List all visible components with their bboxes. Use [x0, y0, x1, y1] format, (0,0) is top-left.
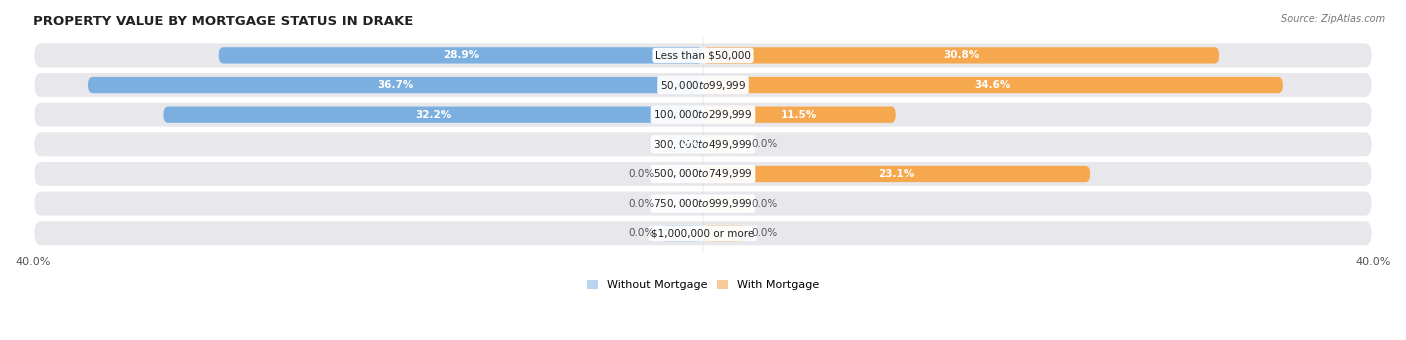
FancyBboxPatch shape: [34, 192, 1372, 216]
Text: 0.0%: 0.0%: [628, 199, 654, 209]
Legend: Without Mortgage, With Mortgage: Without Mortgage, With Mortgage: [582, 275, 824, 295]
Text: 11.5%: 11.5%: [782, 110, 817, 120]
Text: 0.0%: 0.0%: [628, 228, 654, 238]
FancyBboxPatch shape: [34, 132, 1372, 156]
Text: Less than $50,000: Less than $50,000: [655, 50, 751, 61]
FancyBboxPatch shape: [703, 195, 745, 212]
Text: Source: ZipAtlas.com: Source: ZipAtlas.com: [1281, 14, 1385, 23]
FancyBboxPatch shape: [661, 225, 703, 241]
Text: 0.0%: 0.0%: [752, 228, 778, 238]
FancyBboxPatch shape: [703, 47, 1219, 64]
FancyBboxPatch shape: [703, 136, 745, 152]
Text: 28.9%: 28.9%: [443, 50, 479, 61]
Text: 32.2%: 32.2%: [415, 110, 451, 120]
FancyBboxPatch shape: [89, 77, 703, 93]
Text: 0.0%: 0.0%: [752, 199, 778, 209]
Text: 36.7%: 36.7%: [377, 80, 413, 90]
FancyBboxPatch shape: [163, 106, 703, 123]
Text: $500,000 to $749,999: $500,000 to $749,999: [654, 168, 752, 181]
FancyBboxPatch shape: [661, 195, 703, 212]
FancyBboxPatch shape: [34, 103, 1372, 127]
Text: $1,000,000 or more: $1,000,000 or more: [651, 228, 755, 238]
Text: 30.8%: 30.8%: [943, 50, 979, 61]
Text: 2.2%: 2.2%: [671, 139, 699, 149]
FancyBboxPatch shape: [219, 47, 703, 64]
FancyBboxPatch shape: [703, 106, 896, 123]
FancyBboxPatch shape: [34, 221, 1372, 245]
FancyBboxPatch shape: [703, 166, 1090, 182]
FancyBboxPatch shape: [661, 166, 703, 182]
Text: 0.0%: 0.0%: [628, 169, 654, 179]
Text: 34.6%: 34.6%: [974, 80, 1011, 90]
Text: 0.0%: 0.0%: [752, 139, 778, 149]
FancyBboxPatch shape: [703, 77, 1282, 93]
Text: 23.1%: 23.1%: [879, 169, 915, 179]
FancyBboxPatch shape: [34, 73, 1372, 97]
Text: $300,000 to $499,999: $300,000 to $499,999: [654, 138, 752, 151]
FancyBboxPatch shape: [703, 225, 745, 241]
Text: $750,000 to $999,999: $750,000 to $999,999: [654, 197, 752, 210]
Text: $50,000 to $99,999: $50,000 to $99,999: [659, 79, 747, 91]
Text: $100,000 to $299,999: $100,000 to $299,999: [654, 108, 752, 121]
FancyBboxPatch shape: [666, 136, 703, 152]
FancyBboxPatch shape: [34, 162, 1372, 186]
FancyBboxPatch shape: [34, 44, 1372, 67]
Text: PROPERTY VALUE BY MORTGAGE STATUS IN DRAKE: PROPERTY VALUE BY MORTGAGE STATUS IN DRA…: [32, 15, 413, 28]
